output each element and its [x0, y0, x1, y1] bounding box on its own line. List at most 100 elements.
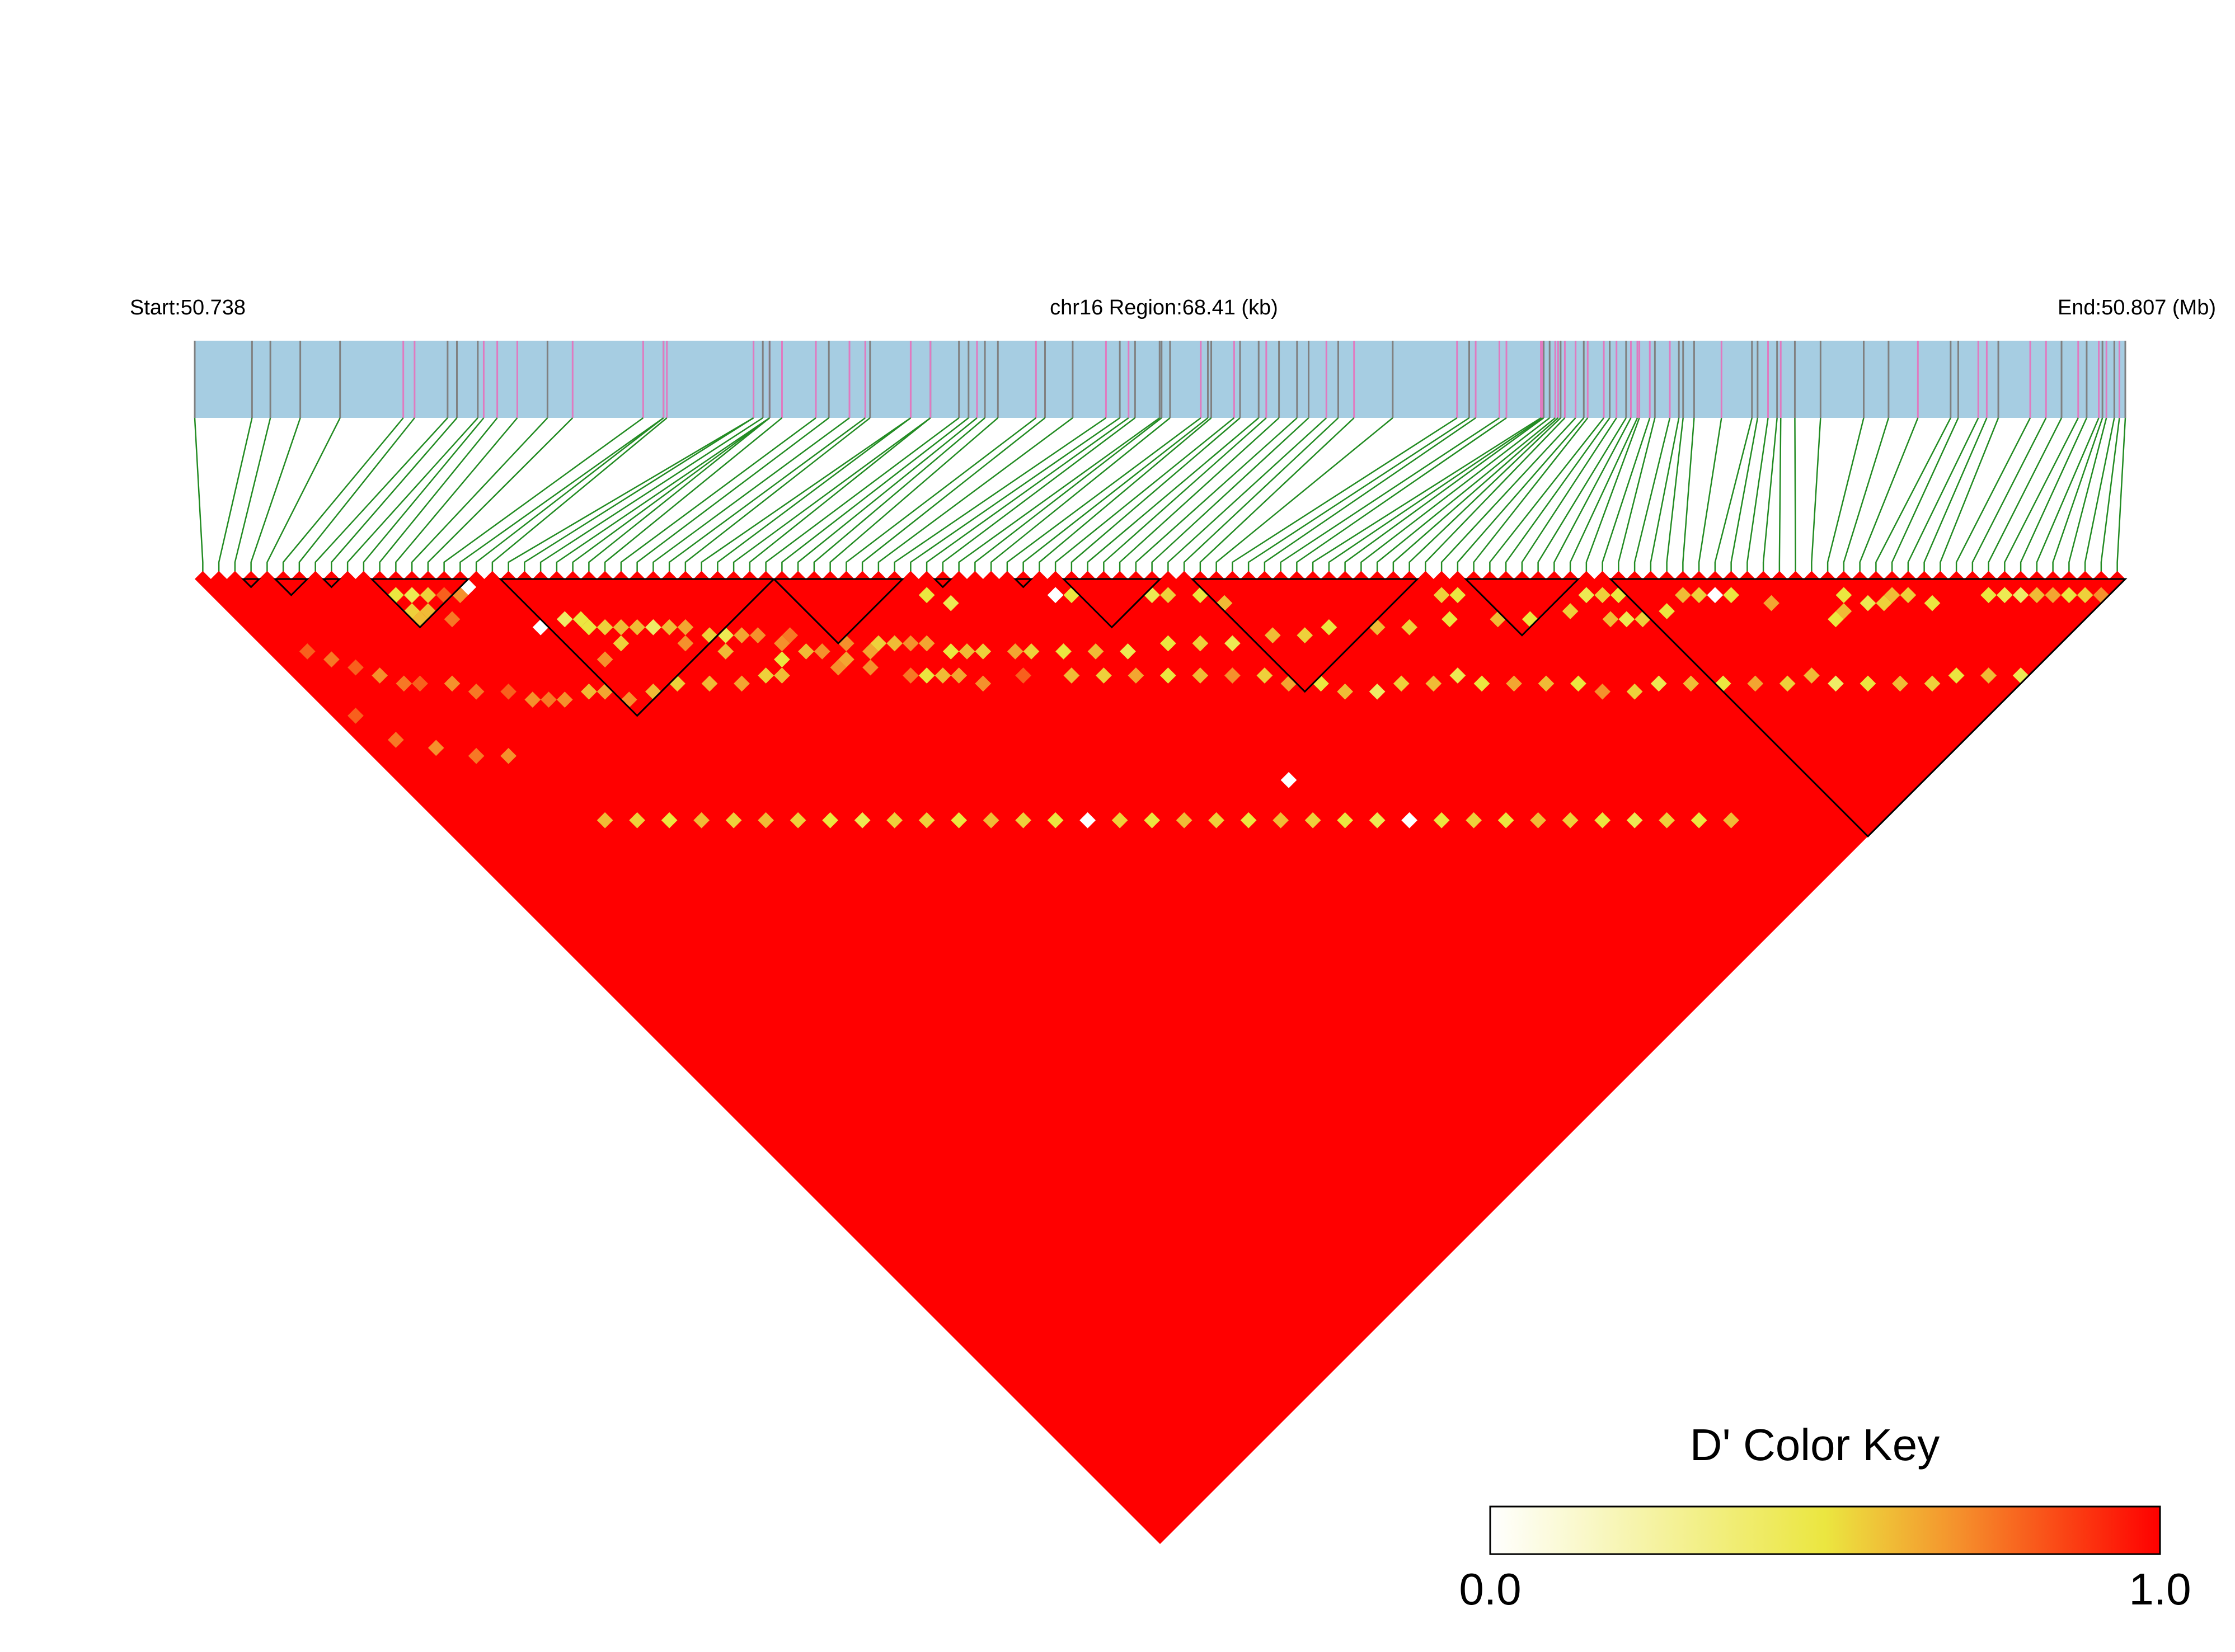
snp-connector	[1730, 417, 1759, 576]
ld-cell	[1433, 587, 1450, 604]
ld-cell	[854, 812, 871, 829]
ld-cell	[412, 675, 428, 692]
snp-connector	[1039, 417, 1212, 576]
ld-cell	[975, 675, 992, 692]
ld-cell	[918, 587, 935, 604]
ld-cell	[862, 659, 879, 676]
ld-cell	[1691, 587, 1707, 604]
snp-connector	[1135, 417, 1298, 576]
snp-connector	[877, 417, 1073, 576]
ld-cell	[556, 691, 573, 708]
ld-cell	[556, 611, 573, 628]
ld-cell	[1602, 611, 1619, 628]
snp-connector	[2100, 417, 2120, 576]
ld-cell	[1192, 635, 1209, 652]
snp-connector	[1070, 417, 1241, 576]
ld-cell	[2029, 587, 2045, 604]
ld-cell	[500, 683, 517, 700]
ld-cell	[1096, 667, 1112, 684]
ld-block-outline	[241, 578, 261, 589]
ld-cell	[1884, 587, 1900, 604]
snp-connector	[1666, 417, 1684, 576]
ld-block-outline	[1061, 578, 1162, 629]
ld-cell	[1425, 675, 1442, 692]
ld-cell	[951, 667, 967, 684]
ld-cell	[1337, 812, 1353, 829]
snp-connector	[1826, 417, 1865, 576]
snp-connector	[1119, 417, 1280, 576]
ld-cell	[1144, 812, 1160, 829]
ld-cell	[1860, 595, 1876, 611]
ld-cell	[323, 651, 340, 668]
ld-cell	[1393, 675, 1410, 692]
ld-cell	[1304, 812, 1321, 829]
ld-block-outlines	[241, 578, 2128, 838]
ld-cell	[2012, 587, 2029, 604]
ld-cell	[1538, 675, 1555, 692]
ld-cell	[1015, 812, 1031, 829]
ld-cell	[1835, 587, 1852, 604]
ld-cell	[774, 651, 790, 668]
ld-block-outline	[1608, 578, 2128, 838]
snp-connector	[194, 417, 204, 576]
ld-cell	[677, 619, 694, 636]
ld-cell	[1192, 667, 1209, 684]
ld-cell	[1683, 675, 1699, 692]
ld-cell	[645, 619, 661, 636]
ld-cell	[1828, 675, 1844, 692]
ld-diagonal-edge	[195, 571, 2125, 579]
snp-connector-lines	[194, 417, 2126, 576]
ld-cell	[1948, 667, 1965, 684]
ld-cell	[798, 643, 814, 660]
region-end-label: End:50.807 (Mb)	[2058, 296, 2216, 319]
ld-cell	[581, 619, 597, 636]
snp-connector	[1843, 417, 1890, 576]
ld-cell	[348, 708, 364, 724]
ld-cell	[1659, 603, 1675, 619]
snp-connector	[1087, 417, 1260, 576]
snp-connector	[1762, 417, 1778, 576]
ld-cell	[1506, 675, 1522, 692]
ld-cell	[1160, 667, 1176, 684]
snp-connector	[2020, 417, 2088, 576]
ld-cell	[1160, 635, 1176, 652]
ld-cell	[918, 812, 935, 829]
ld-cell	[758, 667, 774, 684]
ld-cell	[1466, 812, 1482, 829]
ld-cell	[701, 675, 718, 692]
ld-cell	[396, 675, 412, 692]
ld-cell	[1055, 643, 1072, 660]
ld-cell	[597, 651, 613, 668]
snp-connector	[1183, 417, 1339, 576]
ld-cell	[1208, 812, 1224, 829]
ld-cell	[1723, 812, 1739, 829]
ld-block-outline	[273, 578, 309, 596]
ld-cell	[1224, 635, 1241, 652]
ld-cell	[1120, 643, 1136, 660]
ld-cell	[1562, 603, 1579, 619]
region-length-label: chr16 Region:68.41 (kb)	[1050, 296, 1278, 319]
snp-connector	[282, 417, 404, 576]
ld-cell	[1626, 812, 1643, 829]
ld-cell	[1473, 675, 1490, 692]
ld-cell	[420, 587, 436, 604]
snp-connector	[218, 417, 253, 576]
ld-cell	[975, 643, 992, 660]
ld-cell	[581, 683, 597, 700]
ld-block-outline	[932, 578, 953, 589]
ld-cell	[790, 812, 806, 829]
ld-cell	[1779, 675, 1796, 692]
ld-cell	[2045, 587, 2061, 604]
snp-connector	[1569, 417, 1638, 576]
ld-cell	[814, 643, 830, 660]
ld-cell	[1980, 667, 1997, 684]
ld-cell	[1659, 812, 1675, 829]
ld-cell	[1111, 812, 1128, 829]
ld-cell	[1626, 683, 1643, 700]
ld-block-outline	[321, 578, 342, 589]
ld-block-outline	[1190, 578, 1420, 693]
color-key-title: D' Color Key	[1690, 1420, 1940, 1470]
snp-connector	[1505, 417, 1610, 576]
ld-cell	[1618, 611, 1635, 628]
